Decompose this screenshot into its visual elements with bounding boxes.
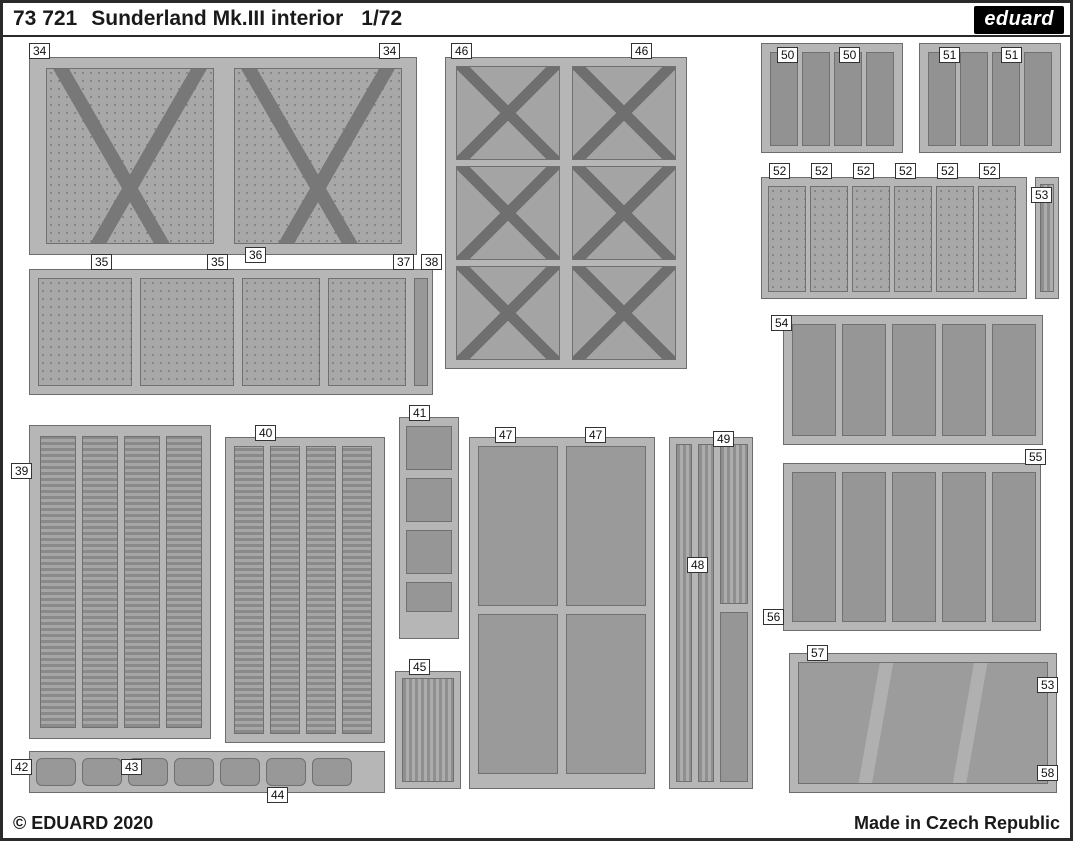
callout-51: 51 [939,47,960,63]
callout-52: 52 [811,163,832,179]
callout-52: 52 [853,163,874,179]
part-46-group [445,57,687,369]
callout-50: 50 [839,47,860,63]
made-in: Made in Czech Republic [854,813,1060,834]
part-48-49-group [669,437,753,789]
part-57-group [789,653,1057,793]
callout-45: 45 [409,659,430,675]
part-40-group [225,437,385,743]
fret-layout: 34 34 46 46 50 50 51 51 35 35 36 37 38 52 52 52 52 52 52 53… [7,39,1066,808]
callout-46: 46 [631,43,652,59]
callout-54: 54 [771,315,792,331]
callout-55: 55 [1025,449,1046,465]
scale: 1/72 [361,7,402,31]
callout-39: 39 [11,463,32,479]
part-52-group [761,177,1027,299]
part-45-group [395,671,461,789]
callout-47: 47 [585,427,606,443]
part-35-37-group [29,269,433,395]
footer: © EDUARD 2020 Made in Czech Republic [13,813,1060,834]
brand-badge: eduard [974,6,1064,34]
callout-56: 56 [763,609,784,625]
callout-47: 47 [495,427,516,443]
callout-40: 40 [255,425,276,441]
callout-58: 58 [1037,765,1058,781]
part-34-group [29,57,417,255]
part-55-group [783,463,1041,631]
callout-43: 43 [121,759,142,775]
part-47-group [469,437,655,789]
callout-46: 46 [451,43,472,59]
callout-38: 38 [421,254,442,270]
part-39-group [29,425,211,739]
part-42-44-group [29,751,385,793]
part-41-group [399,417,459,639]
product-name: Sunderland Mk.III interior [91,7,343,31]
callout-52: 52 [979,163,1000,179]
callout-49: 49 [713,431,734,447]
callout-34: 34 [379,43,400,59]
callout-50: 50 [777,47,798,63]
callout-37: 37 [393,254,414,270]
callout-53: 53 [1031,187,1052,203]
callout-36: 36 [245,247,266,263]
callout-42: 42 [11,759,32,775]
callout-34: 34 [29,43,50,59]
callout-52: 52 [769,163,790,179]
callout-35: 35 [207,254,228,270]
header: 73 721 Sunderland Mk.III interior 1/72 e… [3,3,1070,37]
callout-51: 51 [1001,47,1022,63]
callout-35: 35 [91,254,112,270]
part-54-group [783,315,1043,445]
page-frame: 73 721 Sunderland Mk.III interior 1/72 e… [0,0,1073,841]
callout-53: 53 [1037,677,1058,693]
callout-44: 44 [267,787,288,803]
callout-41: 41 [409,405,430,421]
callout-57: 57 [807,645,828,661]
product-number: 73 721 [13,7,77,31]
callout-52: 52 [895,163,916,179]
callout-48: 48 [687,557,708,573]
copyright: © EDUARD 2020 [13,813,153,834]
callout-52: 52 [937,163,958,179]
